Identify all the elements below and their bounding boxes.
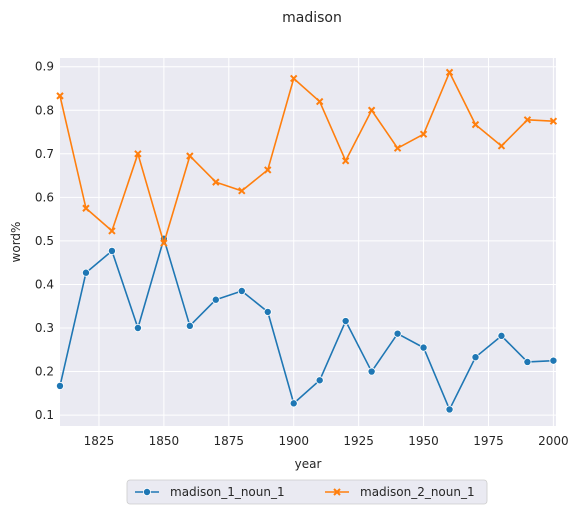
series-2-point xyxy=(445,68,454,77)
series-2-point xyxy=(549,117,558,125)
series-1-point xyxy=(393,329,402,338)
y-tick-label: 0.5 xyxy=(35,234,54,248)
y-tick-label: 0.1 xyxy=(35,408,54,422)
x-tick-label: 2000 xyxy=(538,434,569,448)
legend: madison_1_noun_1 madison_2_noun_1 xyxy=(126,479,488,505)
series-2-point xyxy=(108,227,116,235)
series-1-point xyxy=(81,268,90,277)
series-2-point xyxy=(471,120,480,129)
series-1-point xyxy=(367,367,376,376)
x-tick-label: 1900 xyxy=(278,434,309,448)
series-2-point xyxy=(82,204,90,212)
y-tick-label: 0.9 xyxy=(35,60,54,74)
series-2-point xyxy=(134,150,142,158)
y-tick-label: 0.7 xyxy=(35,147,54,161)
legend-label-series-1: madison_1_noun_1 xyxy=(170,485,285,499)
x-tick-label: 1950 xyxy=(408,434,439,448)
x-axis-label: year xyxy=(295,457,322,471)
series-1-point xyxy=(445,405,454,414)
series-1-point xyxy=(549,356,558,365)
x-tick-label: 1850 xyxy=(149,434,180,448)
series-1-point xyxy=(211,295,220,304)
y-tick-label: 0.4 xyxy=(35,277,54,291)
series-layer xyxy=(56,68,558,414)
legend-marker-series-2 xyxy=(333,488,341,496)
series-2-line xyxy=(59,71,554,244)
y-tick-label: 0.6 xyxy=(35,190,54,204)
x-axis-ticks: 1825 1850 1875 1900 1925 1950 1975 2000 xyxy=(84,434,569,448)
grid xyxy=(60,58,556,426)
x-tick-label: 1825 xyxy=(84,434,115,448)
y-axis-label: word% xyxy=(9,222,23,263)
x-tick-label: 1975 xyxy=(473,434,504,448)
series-1-point xyxy=(107,246,116,255)
series-1-point xyxy=(185,321,194,330)
series-1-point xyxy=(289,399,298,408)
y-tick-label: 0.3 xyxy=(35,321,54,335)
series-2-point xyxy=(56,92,64,100)
series-2-point xyxy=(341,157,350,165)
chart-title: madison xyxy=(282,10,342,26)
y-tick-label: 0.2 xyxy=(35,365,54,379)
series-1-line xyxy=(59,237,554,411)
series-1-point xyxy=(133,324,142,333)
series-1-point xyxy=(56,381,65,390)
y-axis-ticks: 0.1 0.2 0.3 0.4 0.5 0.6 0.7 0.8 0.9 xyxy=(35,60,54,422)
series-1-point xyxy=(523,357,532,366)
series-1-point xyxy=(263,307,272,316)
series-2-point xyxy=(497,142,506,150)
series-1-point xyxy=(419,343,428,352)
series-2-point xyxy=(264,166,272,174)
legend-box xyxy=(126,479,488,505)
series-2-point xyxy=(160,239,168,247)
series-2-point xyxy=(186,152,194,160)
x-tick-label: 1925 xyxy=(343,434,374,448)
series-2-point xyxy=(238,187,246,195)
series-1-point xyxy=(237,286,246,295)
legend-marker-series-1 xyxy=(142,487,151,496)
plot-area xyxy=(60,58,556,426)
series-2-point xyxy=(367,106,376,114)
series-1-point xyxy=(471,353,480,362)
series-2-point xyxy=(419,130,428,138)
series-2-point xyxy=(393,144,402,152)
legend-label-series-2: madison_2_noun_1 xyxy=(360,485,475,499)
x-tick-label: 1875 xyxy=(214,434,245,448)
series-2-point xyxy=(290,74,298,83)
series-2-point xyxy=(523,116,532,124)
series-1-point xyxy=(341,317,350,326)
y-tick-label: 0.8 xyxy=(35,103,54,117)
series-2 xyxy=(56,68,558,247)
series-1 xyxy=(56,234,558,414)
series-2-point xyxy=(212,178,220,186)
series-1-point xyxy=(315,376,324,385)
series-1-point xyxy=(497,331,506,340)
series-2-point xyxy=(315,97,324,106)
